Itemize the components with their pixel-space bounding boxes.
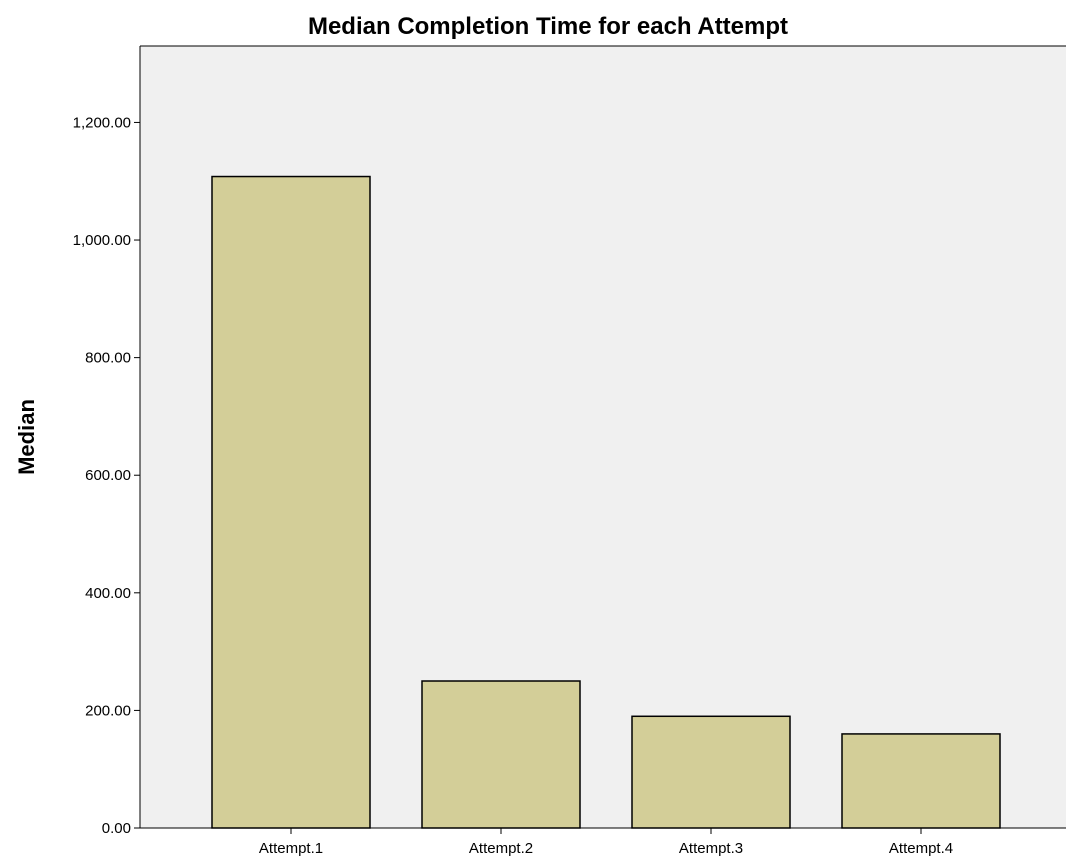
y-tick-label: 0.00 bbox=[102, 820, 131, 837]
x-tick-label: Attempt.2 bbox=[469, 840, 533, 857]
x-tick-label: Attempt.4 bbox=[889, 840, 953, 857]
chart-title: Median Completion Time for each Attempt bbox=[308, 13, 788, 40]
bar-attempt-1 bbox=[211, 175, 371, 829]
y-tick-label: 400.00 bbox=[85, 585, 131, 602]
y-ticks-group: 0.00 200.00 400.00 600.00 800.00 1,000.00 1,20… bbox=[73, 114, 140, 837]
x-tick-label: Attempt.3 bbox=[679, 840, 743, 857]
y-tick-label: 1,000.00 bbox=[73, 232, 131, 249]
x-tick-label: Attempt.1 bbox=[259, 840, 323, 857]
y-axis-label: Median bbox=[14, 399, 39, 475]
y-tick-label: 200.00 bbox=[85, 702, 131, 719]
bar-attempt-2 bbox=[421, 680, 581, 829]
x-ticks-group: Attempt.1 Attempt.2 Attempt.3 Attempt.4 bbox=[259, 828, 953, 857]
y-tick-label: 1,200.00 bbox=[73, 114, 131, 131]
bar-attempt-3 bbox=[631, 715, 791, 829]
bar-attempt-4 bbox=[841, 733, 1001, 829]
bars-group bbox=[211, 175, 1001, 829]
y-tick-label: 800.00 bbox=[85, 350, 131, 367]
y-tick-label: 600.00 bbox=[85, 467, 131, 484]
